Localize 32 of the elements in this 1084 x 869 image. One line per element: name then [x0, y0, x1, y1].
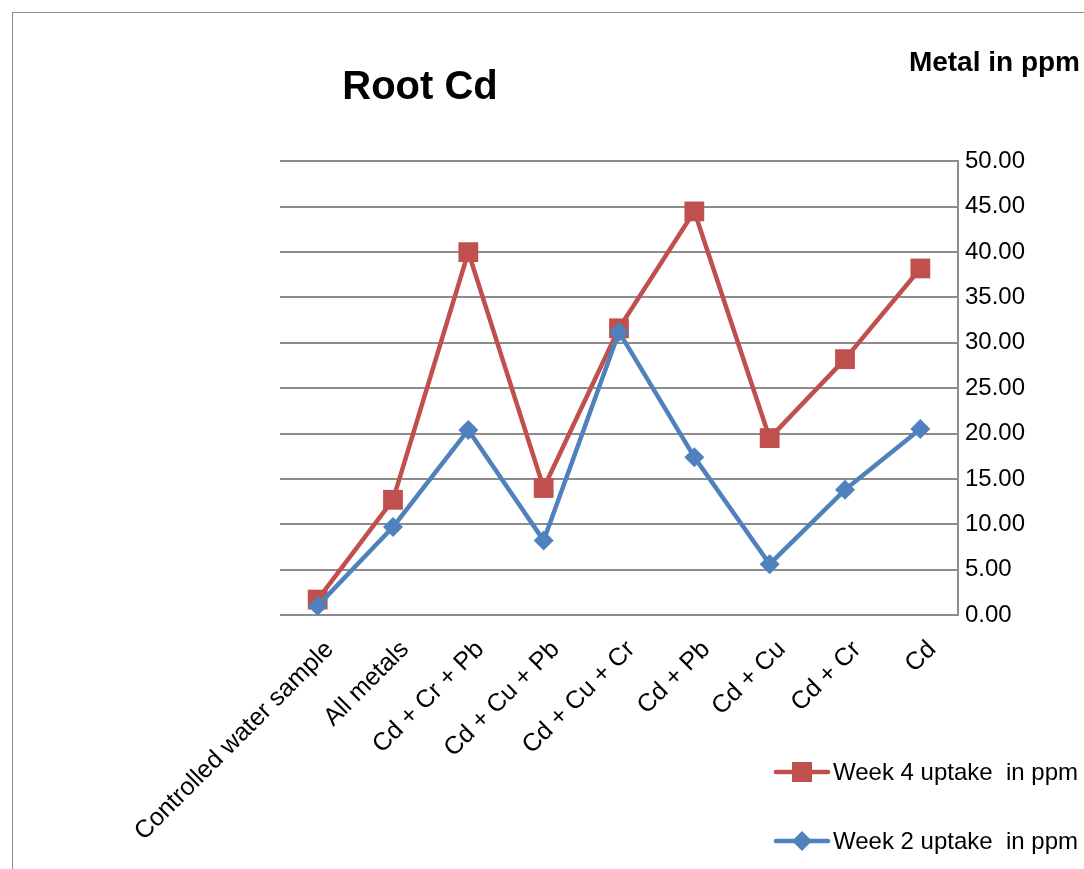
- legend-label: Week 2 uptake in ppm: [832, 827, 1078, 855]
- point: [835, 349, 855, 370]
- y-tick-label: 50.00: [965, 146, 1026, 174]
- point: [835, 479, 855, 500]
- x-tick-label: Cd: [898, 634, 941, 677]
- x-tick-label: Cd + Cr: [784, 634, 866, 716]
- y-tick-label: 20.00: [965, 418, 1026, 446]
- y-tick-label: 5.00: [965, 554, 1012, 582]
- y-tick-label: 0.00: [965, 599, 1012, 627]
- y-tick-label: 40.00: [965, 236, 1026, 264]
- point: [910, 419, 931, 440]
- point: [910, 258, 931, 279]
- point: [458, 419, 479, 440]
- point: [759, 554, 780, 575]
- y-axis-title: Metal in ppm: [908, 45, 1080, 79]
- chart-title: Root Cd: [342, 62, 498, 108]
- legend-label: Week 4 uptake in ppm: [832, 758, 1078, 786]
- point: [383, 489, 403, 510]
- point: [684, 447, 705, 468]
- y-tick-label: 35.00: [965, 282, 1026, 310]
- y-tick-label: 45.00: [965, 191, 1026, 219]
- y-tick-label: 30.00: [965, 327, 1026, 355]
- point: [533, 530, 554, 551]
- point: [383, 517, 403, 537]
- y-tick-label: 25.00: [965, 372, 1026, 400]
- point: [759, 428, 780, 448]
- y-tick-label: 10.00: [965, 508, 1026, 536]
- point: [458, 242, 479, 263]
- point: [307, 595, 328, 615]
- y-tick-label: 15.00: [965, 463, 1026, 491]
- point: [533, 478, 554, 498]
- point: [684, 201, 705, 222]
